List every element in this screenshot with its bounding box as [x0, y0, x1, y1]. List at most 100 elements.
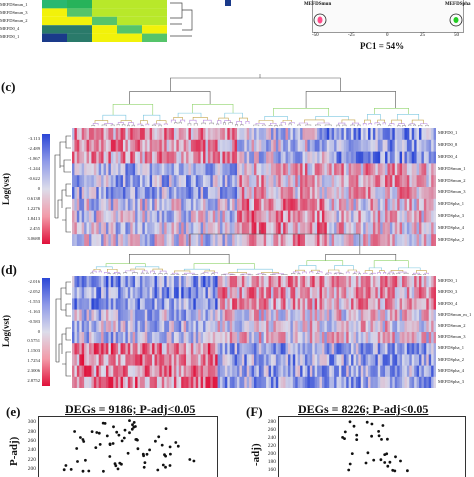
heatmap-cell [341, 298, 344, 310]
heatmap-cell [150, 377, 153, 388]
heatmap-cell [155, 211, 158, 223]
heatmap-cell [210, 321, 213, 333]
heatmap-cell [395, 128, 398, 140]
heatmap-cell [385, 332, 388, 344]
correlation-cell [117, 0, 142, 8]
heatmap-cell [111, 332, 114, 344]
heatmap-cell [261, 321, 264, 333]
heatmap-cell [356, 187, 359, 199]
heatmap-cell [162, 187, 165, 199]
heatmap-cell [205, 377, 208, 388]
heatmap-cell [138, 187, 141, 199]
heatmap-cell [162, 354, 165, 366]
heatmap-cell [196, 354, 199, 366]
dendrogram-branch [392, 120, 402, 124]
heatmap-cell [434, 287, 436, 299]
heatmap-cell [286, 152, 289, 164]
heatmap-cell [395, 163, 398, 175]
heatmap-cell [74, 321, 77, 333]
heatmap-cell [273, 343, 276, 355]
heatmap-cell [176, 287, 179, 299]
heatmap-cell [111, 343, 114, 355]
heatmap-cell [87, 199, 90, 211]
heatmap-cell [344, 140, 347, 152]
heatmap-cell [181, 287, 184, 299]
heatmap-cell [201, 128, 204, 140]
heatmap-cell [157, 332, 160, 344]
heatmap-cell [230, 377, 233, 388]
heatmap-cell [339, 276, 342, 288]
heatmap-cell [142, 310, 145, 322]
heatmap-cell [378, 140, 381, 152]
heatmap-cell [271, 175, 274, 187]
heatmap-cell [176, 199, 179, 211]
heatmap-cell [237, 152, 240, 164]
heatmap-cell [324, 332, 327, 344]
heatmap-cell [72, 199, 75, 211]
heatmap-cell [288, 276, 291, 288]
heatmap-cell [395, 187, 398, 199]
heatmap-cell [247, 287, 250, 299]
heatmap-cell [181, 298, 184, 310]
heatmap-cell [264, 310, 267, 322]
heatmap-cell [232, 366, 235, 378]
heatmap-cell [320, 276, 323, 288]
heatmap-cell [317, 175, 320, 187]
heatmap-cell [220, 199, 223, 211]
heatmap-cell [155, 276, 158, 288]
heatmap-cell [116, 175, 119, 187]
volcano-point [380, 458, 383, 461]
heatmap-cell [283, 332, 286, 344]
heatmap-cell [123, 276, 126, 288]
heatmap-cell [218, 354, 221, 366]
heatmap-cell [337, 298, 340, 310]
heatmap-cell [215, 128, 218, 140]
heatmap-cell [426, 332, 429, 344]
heatmap-cell [431, 152, 434, 164]
heatmap-cell [390, 366, 393, 378]
heatmap-cell [244, 332, 247, 344]
heatmap-cell [244, 199, 247, 211]
heatmap-cell [281, 211, 284, 223]
heatmap-cell [235, 354, 238, 366]
dendrogram-branch [203, 120, 211, 123]
volcano-point [157, 435, 160, 438]
heatmap-cell [353, 298, 356, 310]
heatmap-cell [409, 199, 412, 211]
heatmap-cell [215, 276, 218, 288]
heatmap-cell [392, 163, 395, 175]
heatmap-cell [424, 310, 427, 322]
volcano-point [365, 462, 368, 465]
heatmap-cell [196, 163, 199, 175]
heatmap-cell [133, 128, 136, 140]
heatmap-cell [363, 298, 366, 310]
heatmap-cell [116, 128, 119, 140]
dendrogram-branch [383, 123, 386, 125]
heatmap-cell [227, 152, 230, 164]
heatmap-cell [387, 343, 390, 355]
heatmap-cell [193, 276, 196, 288]
heatmap-cell [181, 187, 184, 199]
dendrogram-branch [190, 234, 360, 254]
heatmap-cell [235, 332, 238, 344]
heatmap-cell [91, 321, 94, 333]
heatmap-cell [400, 152, 403, 164]
heatmap-cell [404, 287, 407, 299]
panel-f-ylabel: -adj) [250, 426, 262, 466]
heatmap-cell [135, 321, 138, 333]
heatmap-cell [281, 128, 284, 140]
heatmap-cell [227, 128, 230, 140]
heatmap-cell [421, 321, 424, 333]
dendrogram-branch [306, 91, 396, 108]
heatmap-cell [421, 199, 424, 211]
heatmap-cell [317, 128, 320, 140]
heatmap-cell [414, 298, 417, 310]
heatmap-cell [147, 187, 150, 199]
heatmap-cell [378, 321, 381, 333]
heatmap-cell [339, 321, 342, 333]
heatmap-cell [283, 140, 286, 152]
heatmap-cell [79, 287, 82, 299]
heatmap-cell [193, 152, 196, 164]
heatmap-cell [312, 366, 315, 378]
heatmap-cell [205, 199, 208, 211]
